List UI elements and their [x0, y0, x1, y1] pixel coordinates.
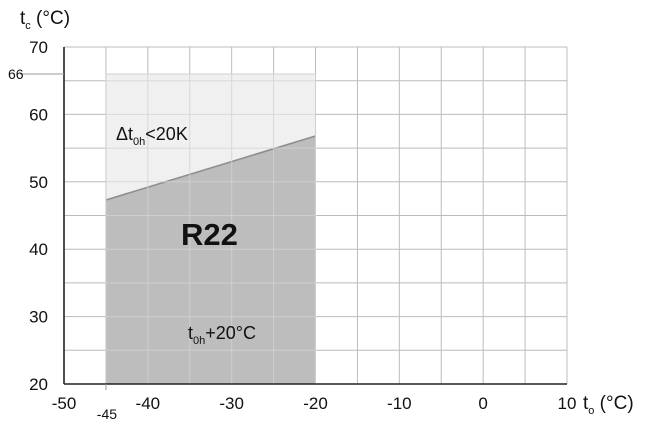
y-axis-title: tc (°C) — [20, 8, 70, 32]
special-ticks: 66 -45 — [8, 66, 117, 421]
upper-envelope-region — [105, 73, 316, 200]
lower-annotation-prefix: t — [188, 323, 193, 343]
x-tick-label: -50 — [52, 394, 77, 413]
x-axis-title: to (°C) — [583, 393, 634, 417]
lower-envelope-region — [105, 135, 316, 384]
upper-annotation-subscript: 0h — [133, 136, 145, 148]
axis-titles: tc (°C)to (°C) — [20, 8, 634, 417]
y-tick-label: 50 — [29, 173, 48, 192]
x-axis-title-main: t — [583, 393, 589, 414]
lower-annotation: t0h+20°C — [188, 323, 256, 347]
x-tick-label: -30 — [219, 394, 244, 413]
special-y-tick-label: 66 — [8, 66, 24, 82]
x-axis-title-subscript: o — [588, 405, 594, 417]
tick-labels: -50 -40 -30 -20 -10 0 10 20 30 40 50 60 70 — [29, 38, 576, 413]
region-label: R22 — [181, 217, 238, 252]
y-tick-label: 60 — [29, 105, 48, 124]
y-tick-label: 20 — [29, 375, 48, 394]
x-tick-label: -10 — [387, 394, 412, 413]
upper-annotation-suffix: <20K — [145, 124, 188, 144]
y-axis-title-main: t — [20, 8, 26, 29]
y-tick-label: 40 — [29, 240, 48, 259]
upper-annotation-prefix: Δt — [116, 124, 133, 144]
x-tick-label: 0 — [478, 394, 487, 413]
axes — [63, 47, 567, 385]
x-tick-label: -20 — [303, 394, 328, 413]
x-tick-label: 10 — [558, 394, 577, 413]
x-tick-label: -40 — [136, 394, 161, 413]
y-tick-label: 70 — [29, 38, 48, 57]
y-tick-label: 30 — [29, 308, 48, 327]
y-axis-title-subscript: c — [25, 20, 31, 32]
envelope-fills — [105, 73, 316, 384]
envelope-boundary-line — [105, 135, 316, 201]
x-axis-title-unit: (°C) — [594, 393, 633, 414]
lower-annotation-subscript: 0h — [193, 335, 205, 347]
special-x-tick-label: -45 — [97, 406, 117, 421]
upper-annotation: Δt0h<20K — [116, 124, 188, 148]
lower-annotation-suffix: +20°C — [205, 323, 256, 343]
y-axis-title-unit: (°C) — [31, 8, 70, 29]
